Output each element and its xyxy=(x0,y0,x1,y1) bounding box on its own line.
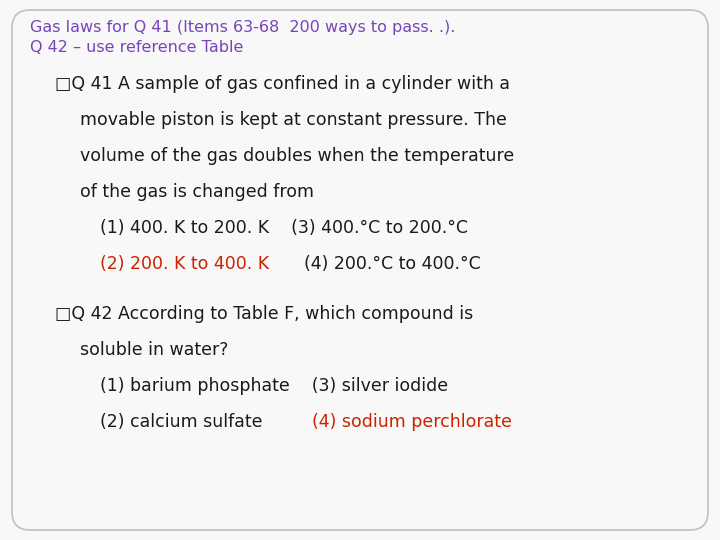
Text: (1) 400. K to 200. K    (3) 400.°C to 200.°C: (1) 400. K to 200. K (3) 400.°C to 200.°… xyxy=(100,219,468,237)
Text: of the gas is changed from: of the gas is changed from xyxy=(80,183,314,201)
Text: movable piston is kept at constant pressure. The: movable piston is kept at constant press… xyxy=(80,111,507,129)
Text: □Q 42 According to Table F, which compound is: □Q 42 According to Table F, which compou… xyxy=(55,305,473,323)
Text: Gas laws for Q 41 (Items 63-68  200 ways to pass. .).: Gas laws for Q 41 (Items 63-68 200 ways … xyxy=(30,20,455,35)
FancyBboxPatch shape xyxy=(12,10,708,530)
Text: (2) calcium sulfate: (2) calcium sulfate xyxy=(100,413,263,431)
Text: Q 42 – use reference Table: Q 42 – use reference Table xyxy=(30,40,243,55)
Text: volume of the gas doubles when the temperature: volume of the gas doubles when the tempe… xyxy=(80,147,514,165)
Text: (4) 200.°C to 400.°C: (4) 200.°C to 400.°C xyxy=(282,255,481,273)
Text: (2) 200. K to 400. K: (2) 200. K to 400. K xyxy=(100,255,269,273)
Text: □Q 41 A sample of gas confined in a cylinder with a: □Q 41 A sample of gas confined in a cyli… xyxy=(55,75,510,93)
Text: soluble in water?: soluble in water? xyxy=(80,341,228,359)
Text: (1) barium phosphate    (3) silver iodide: (1) barium phosphate (3) silver iodide xyxy=(100,377,448,395)
Text: (4) sodium perchlorate: (4) sodium perchlorate xyxy=(268,413,512,431)
